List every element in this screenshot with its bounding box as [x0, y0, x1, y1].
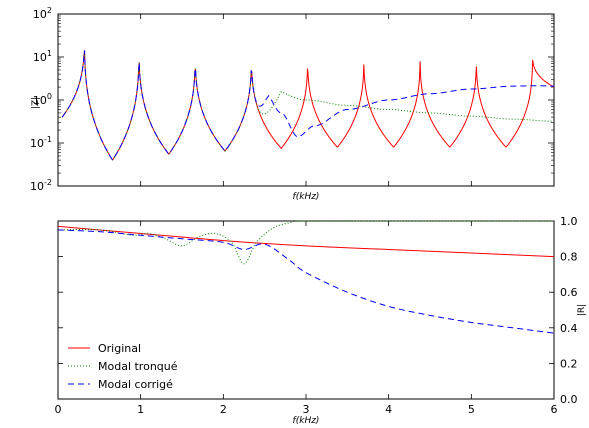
- bottom-x-tick-label: 1: [137, 403, 144, 416]
- bottom-x-tick-label: 5: [468, 403, 475, 416]
- bottom-x-tick-label: 0: [55, 403, 62, 416]
- top-y-tick-label: 10-2: [30, 178, 52, 193]
- top-impedance-panel: 10-2 10-1 100 101 102 f(kHz) |Z|: [30, 6, 555, 202]
- top-y-tick-label: 101: [33, 49, 52, 64]
- legend-label-modal-tronque: Modal tronqué: [98, 360, 178, 373]
- bottom-series: [57, 220, 555, 334]
- bottom-y-axis-label: |R|: [577, 304, 587, 316]
- bottom-plot-frame: [57, 220, 555, 400]
- bottom-y-tick-label: 0.8: [560, 251, 578, 264]
- bottom-series-modal-tronque-line: [57, 220, 554, 265]
- bottom-series-original-line: [57, 225, 555, 258]
- bottom-y-tick-label: 0.6: [560, 286, 578, 299]
- top-y-tick-label: 102: [33, 6, 52, 21]
- top-y-tick-label: 10-1: [30, 135, 52, 150]
- bottom-series-modal-corrige-line: [57, 229, 555, 334]
- top-y-ticks: 10-2 10-1 100 101 102: [30, 6, 555, 193]
- bottom-x-tick-label: 4: [385, 403, 392, 416]
- top-y-tick-label: 100: [33, 92, 52, 107]
- bottom-axis-ticks: 0 1 2 3 4 5 60.0 0.2 0.4 0.6 0.8 1.0: [55, 215, 578, 416]
- bottom-x-tick-label: 3: [303, 403, 310, 416]
- bottom-y-tick-label: 0.4: [560, 322, 578, 335]
- top-series: [61, 50, 555, 161]
- bottom-y-tick-label: 0.2: [560, 357, 578, 370]
- bottom-y-tick-label: 1.0: [560, 215, 578, 228]
- bottom-reflection-panel: 0 1 2 3 4 5 60.0 0.2 0.4 0.6 0.8 1.0 f(kHz) |R| Ori…: [55, 215, 588, 426]
- top-y-axis-label: |Z|: [31, 97, 41, 109]
- bottom-x-tick-label: 6: [551, 403, 558, 416]
- bottom-x-axis-label: f(kHz): [293, 416, 320, 426]
- top-series-modal-corrige-line: [61, 50, 554, 161]
- legend-label-original: Original: [98, 342, 141, 355]
- bottom-x-tick-label: 2: [220, 403, 227, 416]
- legend-label-modal-corrige: Modal corrigé: [98, 378, 173, 391]
- legend: Original Modal tronqué Modal corrigé: [68, 342, 178, 391]
- bottom-y-tick-label: 0.0: [560, 393, 578, 406]
- top-x-axis-label: f(kHz): [293, 192, 320, 202]
